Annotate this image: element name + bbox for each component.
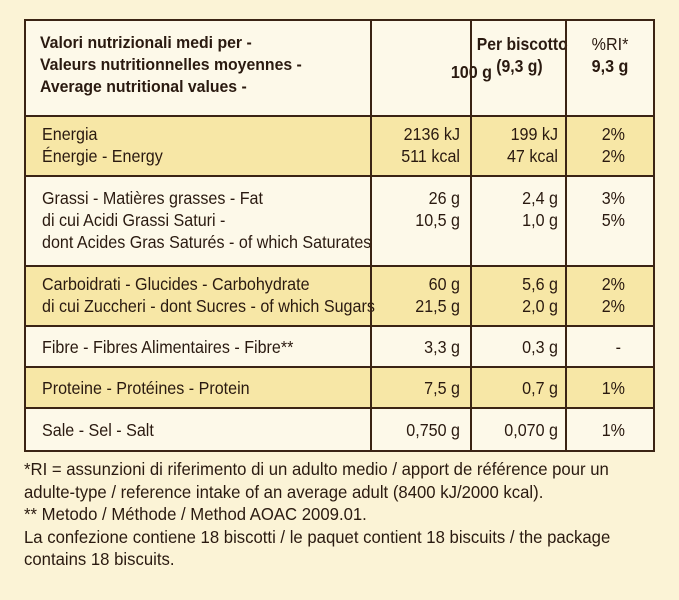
value-line: 47 kcal (506, 146, 558, 166)
footnote-line: La confezione contiene 18 biscotti / le … (24, 526, 611, 547)
table-row-fibre: Fibre - Fibres Alimentaires - Fibre** 3,… (26, 327, 653, 366)
row-label-line: Carboidrati - Glucides - Carbohydrate (42, 274, 310, 294)
value-line: 3% (601, 188, 625, 208)
row-label-line: Grassi - Matières grasses - Fat (42, 188, 263, 208)
row-label: Energia Énergie - Energy (42, 123, 163, 167)
value-line: 2% (601, 296, 625, 316)
value-100g: 7,5 g (424, 378, 460, 398)
table-row-salt: Sale - Sel - Salt 0,750 g 0,070 g 1% (26, 409, 653, 450)
row-label-line: di cui Acidi Grassi Saturi - (42, 210, 226, 230)
value-ri: 2% 2% (570, 273, 625, 317)
value-line: 10,5 g (415, 210, 460, 230)
header-title-line: Valeurs nutritionnelles moyennes - (40, 55, 302, 74)
header-col-ri: %RI* 9,3 g (570, 33, 649, 77)
row-label: Fibre - Fibres Alimentaires - Fibre** (42, 337, 294, 357)
value-ri: 1% (601, 420, 625, 440)
value-line: 2% (601, 124, 625, 144)
header-col-ri-line: 9,3 g (591, 56, 629, 76)
row-label: Proteine - Protéines - Protein (42, 378, 250, 398)
value-100g: 0,750 g (406, 420, 460, 440)
row-label-line: di cui Zuccheri - dont Sucres - of which… (42, 296, 375, 316)
table-row-energy: Energia Énergie - Energy 2136 kJ 511 kca… (26, 117, 653, 175)
value-line: 1,0 g (522, 210, 558, 230)
value-per-biscuit: 199 kJ 47 kcal (471, 123, 558, 167)
footnote-line: contains 18 biscuits. (24, 549, 175, 569)
row-label-line: Energia (42, 124, 98, 144)
value-100g: 2136 kJ 511 kcal (350, 123, 460, 167)
value-ri: 1% (601, 378, 625, 398)
value-line: 26 g (428, 188, 460, 208)
value-line: 60 g (428, 274, 460, 294)
header-col-per-biscuit-line: (9,3 g) (496, 56, 543, 76)
value-line: 2,4 g (522, 188, 558, 208)
header-col-per-biscuit: Per biscotto (9,3 g) (476, 33, 568, 77)
value-per-biscuit: 2,4 g 1,0 g (471, 187, 558, 231)
footnotes: *RI = assunzioni di riferimento di un ad… (24, 458, 635, 571)
footnote-line: *RI = assunzioni di riferimento di un ad… (24, 459, 609, 479)
value-per-biscuit: 5,6 g 2,0 g (471, 273, 558, 317)
value-line: 199 kJ (510, 124, 558, 144)
value-line: 2136 kJ (403, 124, 460, 144)
row-divider (26, 407, 653, 409)
value-per-biscuit: 0,7 g (522, 378, 558, 398)
row-divider (26, 325, 653, 327)
value-ri: 3% 5% (570, 187, 625, 231)
value-line: 5,6 g (522, 274, 558, 294)
value-line: 21,5 g (415, 296, 460, 316)
value-ri: 2% 2% (570, 123, 625, 167)
column-divider (470, 21, 472, 450)
value-line: 2% (601, 146, 625, 166)
header-title: Valori nutrizionali medi per - Valeurs n… (40, 32, 302, 98)
header-col-ri-line: %RI* (591, 34, 629, 54)
footnote-line: ** Metodo / Méthode / Method AOAC 2009.0… (24, 504, 367, 524)
value-per-biscuit: 0,070 g (504, 420, 558, 440)
value-line: 2% (601, 274, 625, 294)
column-divider (370, 21, 372, 450)
header-title-line: Valori nutrizionali medi per - (40, 33, 252, 52)
row-label: Carboidrati - Glucides - Carbohydrate di… (42, 273, 375, 317)
footnote-line: adulte-type / reference intake of an ave… (24, 481, 544, 502)
table-row-carbohydrate: Carboidrati - Glucides - Carbohydrate di… (26, 267, 653, 325)
value-ri: - (615, 337, 621, 357)
value-100g: 3,3 g (424, 337, 460, 357)
row-divider (26, 175, 653, 177)
table-header-row: Valori nutrizionali medi per - Valeurs n… (26, 21, 653, 115)
value-line: 5% (601, 210, 625, 230)
row-divider (26, 366, 653, 368)
table-row-protein: Proteine - Protéines - Protein 7,5 g 0,7… (26, 368, 653, 407)
column-divider (565, 21, 567, 450)
row-label: Sale - Sel - Salt (42, 420, 154, 440)
header-col-100g: 100 g (450, 62, 492, 82)
header-col-per-biscuit-line: Per biscotto (476, 34, 568, 54)
value-per-biscuit: 0,3 g (522, 337, 558, 357)
nutrition-table: Valori nutrizionali medi per - Valeurs n… (24, 19, 655, 452)
row-label: Grassi - Matières grasses - Fat di cui A… (42, 187, 371, 253)
header-title-line: Average nutritional values - (40, 77, 247, 96)
row-label-line: Énergie - Energy (42, 146, 163, 166)
value-line: 2,0 g (522, 296, 558, 316)
row-divider (26, 115, 653, 117)
row-label-line: dont Acides Gras Saturés - of which Satu… (42, 232, 372, 252)
value-100g: 60 g 21,5 g (350, 273, 460, 317)
table-row-fat: Grassi - Matières grasses - Fat di cui A… (26, 177, 653, 265)
value-100g: 26 g 10,5 g (350, 187, 460, 231)
row-divider (26, 265, 653, 267)
value-line: 511 kcal (401, 146, 460, 166)
